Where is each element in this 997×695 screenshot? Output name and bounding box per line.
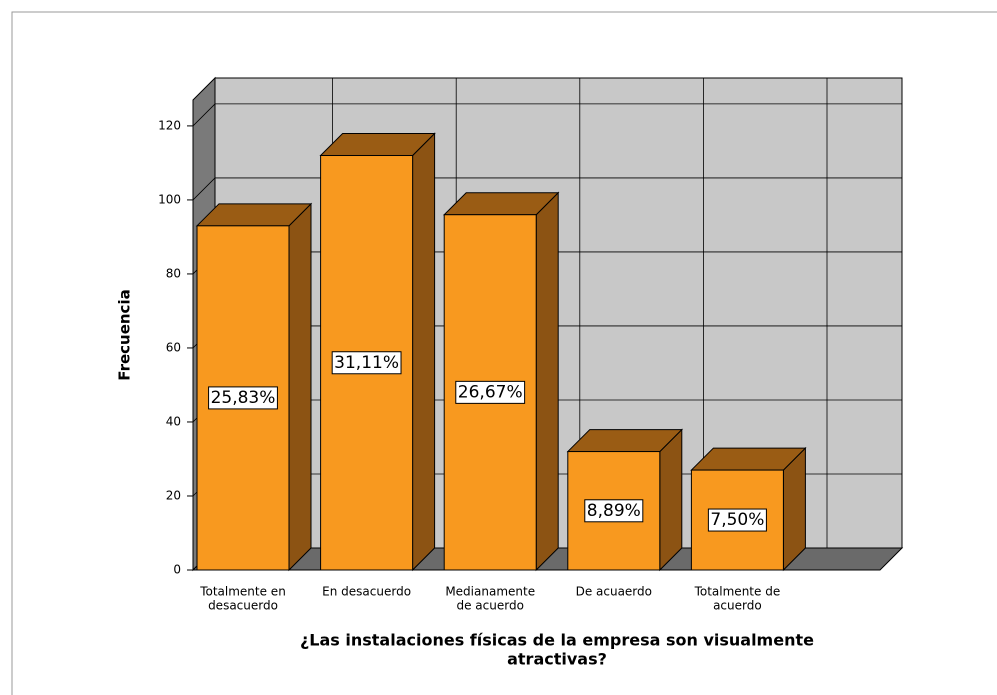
- x-tick-label: Totalmente en: [199, 585, 286, 599]
- y-tick-label: 20: [166, 488, 181, 502]
- bar-side: [412, 132, 436, 572]
- x-tick-label: De acuaerdo: [576, 585, 652, 599]
- x-tick-label: de acuerdo: [456, 599, 523, 613]
- y-tick-label: 0: [173, 563, 181, 577]
- x-tick-label: desacuerdo: [208, 599, 278, 613]
- grid-line: [192, 177, 216, 201]
- y-tick-label: 40: [166, 414, 181, 428]
- bar-side: [535, 191, 559, 572]
- percent-label-box: [208, 386, 278, 410]
- chart-title: ¿Las instalaciones físicas de la empresa…: [300, 631, 814, 650]
- percent-label-box: [707, 508, 767, 532]
- y-tick-label: 80: [166, 266, 181, 280]
- y-tick-label: 100: [158, 192, 181, 206]
- percent-label: 25,83%: [211, 388, 276, 408]
- grid-line: [192, 103, 216, 127]
- x-tick-label: Medianamente: [445, 585, 535, 599]
- percent-label-box: [455, 380, 526, 404]
- y-tick-label: 60: [166, 340, 181, 354]
- percent-label-box: [331, 351, 402, 375]
- percent-label: 26,67%: [458, 382, 523, 402]
- percent-label: 8,89%: [587, 501, 641, 521]
- percent-label: 7,50%: [710, 510, 764, 530]
- y-tick-label: 120: [158, 118, 181, 132]
- percent-label-box: [584, 499, 644, 523]
- x-tick-label: En desacuerdo: [322, 585, 411, 599]
- x-tick-label: acuerdo: [713, 599, 762, 613]
- bar-side: [659, 428, 683, 572]
- y-axis-label: Frecuencia: [116, 289, 134, 380]
- chart-title: atractivas?: [507, 650, 607, 669]
- percent-label: 31,11%: [334, 353, 399, 373]
- bar-side: [288, 202, 312, 572]
- x-tick-label: Totalmente de: [694, 585, 781, 599]
